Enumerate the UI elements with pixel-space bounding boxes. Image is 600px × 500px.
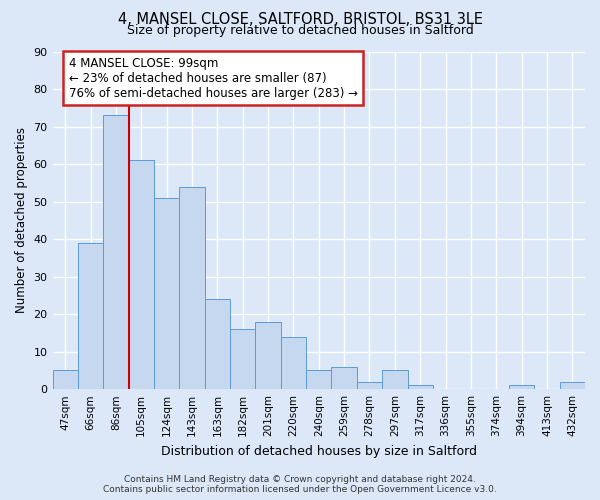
Text: Contains HM Land Registry data © Crown copyright and database right 2024.
Contai: Contains HM Land Registry data © Crown c… xyxy=(103,474,497,494)
Bar xyxy=(179,186,205,389)
Bar xyxy=(230,329,256,389)
Bar xyxy=(103,116,128,389)
Y-axis label: Number of detached properties: Number of detached properties xyxy=(15,128,28,314)
X-axis label: Distribution of detached houses by size in Saltford: Distribution of detached houses by size … xyxy=(161,444,477,458)
Bar xyxy=(306,370,331,389)
Bar xyxy=(128,160,154,389)
Text: 4, MANSEL CLOSE, SALTFORD, BRISTOL, BS31 3LE: 4, MANSEL CLOSE, SALTFORD, BRISTOL, BS31… xyxy=(118,12,482,28)
Bar xyxy=(205,299,230,389)
Bar xyxy=(281,336,306,389)
Bar xyxy=(256,322,281,389)
Bar xyxy=(78,243,103,389)
Bar xyxy=(331,366,357,389)
Bar xyxy=(560,382,585,389)
Bar xyxy=(509,386,534,389)
Bar xyxy=(407,386,433,389)
Text: 4 MANSEL CLOSE: 99sqm
← 23% of detached houses are smaller (87)
76% of semi-deta: 4 MANSEL CLOSE: 99sqm ← 23% of detached … xyxy=(68,56,358,100)
Bar xyxy=(382,370,407,389)
Bar xyxy=(154,198,179,389)
Bar xyxy=(53,370,78,389)
Bar xyxy=(357,382,382,389)
Text: Size of property relative to detached houses in Saltford: Size of property relative to detached ho… xyxy=(127,24,473,37)
